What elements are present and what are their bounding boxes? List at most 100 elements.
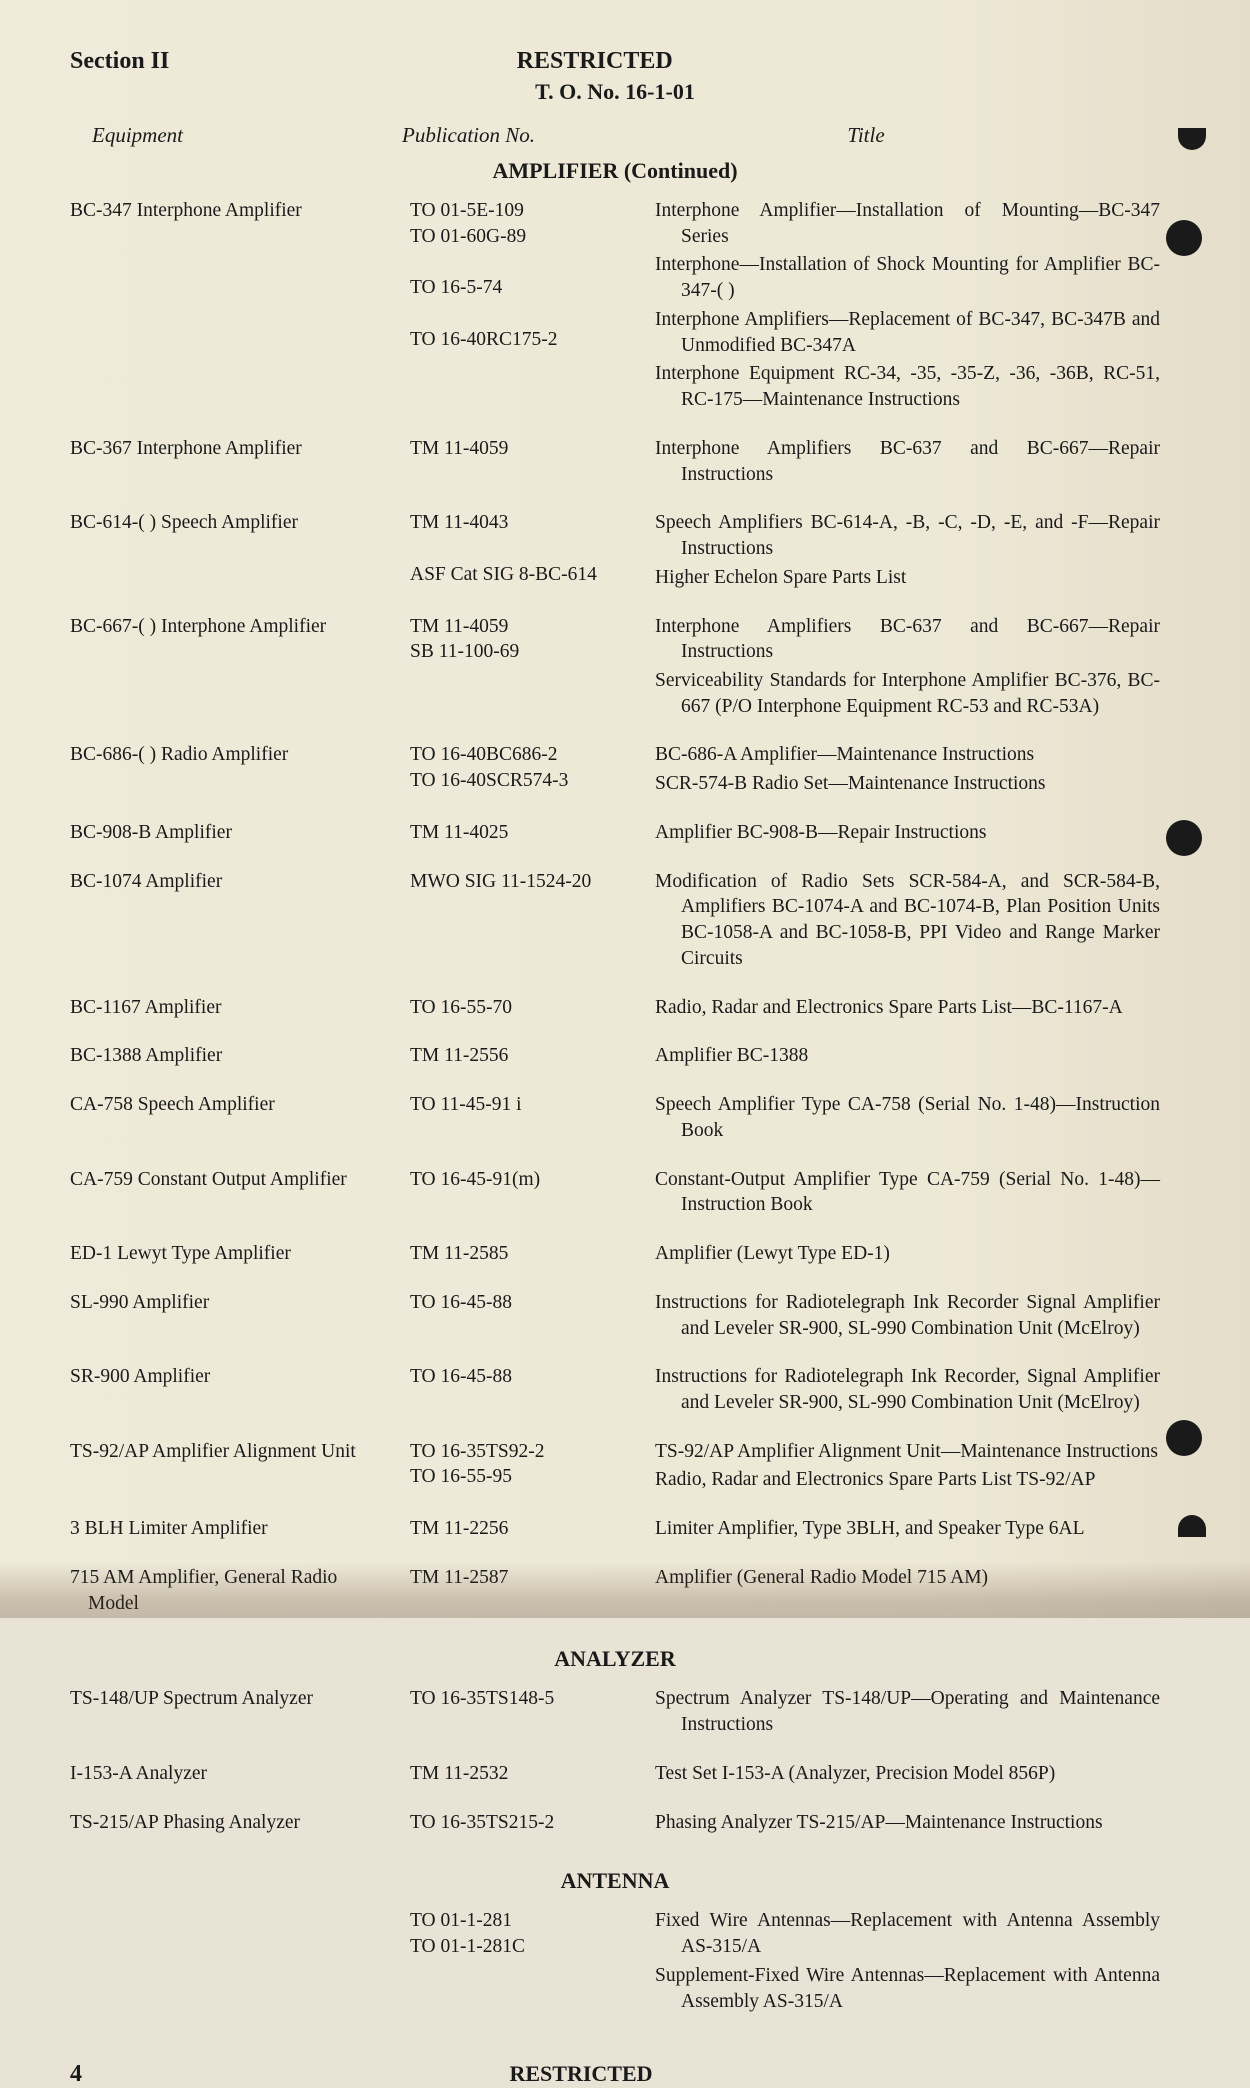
restricted-footer: RESTRICTED — [42, 2061, 1120, 2087]
title-text: Interphone Amplifier—Installation of Mou… — [655, 198, 1160, 249]
publication-cell: TO 16-40BC686-2TO 16-40SCR574-3 — [410, 742, 655, 799]
title-text: Interphone Amplifiers BC-637 and BC-667—… — [655, 614, 1160, 665]
title-text: Amplifier BC-908-B—Repair Instructions — [655, 820, 1160, 846]
page-edge-shadow — [0, 1562, 1250, 1618]
equipment-cell: TS-92/AP Amplifier Alignment Unit — [70, 1439, 410, 1496]
title-text: Spectrum Analyzer TS-148/UP—Operating an… — [655, 1686, 1160, 1737]
publication-cell: TO 01-5E-109TO 01-60G-89 TO 16-5-74 TO 1… — [410, 198, 655, 416]
publication-number: SB 11-100-69 — [410, 639, 645, 665]
binder-hole — [1178, 1515, 1206, 1537]
publication-cell: TO 16-35TS215-2 — [410, 1810, 655, 1839]
equipment-cell: I-153-A Analyzer — [70, 1761, 410, 1790]
col-head-title: Title — [632, 123, 1160, 148]
title-cell: Instructions for Radiotelegraph Ink Reco… — [655, 1364, 1160, 1418]
table-row: BC-667-( ) Interphone AmplifierTM 11-405… — [70, 614, 1160, 723]
table-row: BC-347 Interphone AmplifierTO 01-5E-109T… — [70, 198, 1160, 416]
publication-cell: TO 16-35TS148-5 — [410, 1686, 655, 1740]
title-cell: Radio, Radar and Electronics Spare Parts… — [655, 995, 1160, 1024]
title-text: Interphone—Installation of Shock Mountin… — [655, 252, 1160, 303]
section-label: Section II — [70, 48, 169, 75]
equipment-cell: BC-614-( ) Speech Amplifier — [70, 510, 410, 593]
title-text: Instructions for Radiotelegraph Ink Reco… — [655, 1290, 1160, 1341]
publication-number: TO 01-5E-109 — [410, 198, 645, 224]
title-text: Interphone Amplifiers BC-637 and BC-667—… — [655, 436, 1160, 487]
binder-hole — [1166, 820, 1202, 856]
publication-number: TO 16-45-88 — [410, 1364, 645, 1390]
publication-cell: MWO SIG 11-1524-20 — [410, 869, 655, 975]
title-cell: Amplifier (Lewyt Type ED-1) — [655, 1241, 1160, 1270]
table-row: BC-1074 AmplifierMWO SIG 11-1524-20 Modi… — [70, 869, 1160, 975]
title-text: Interphone Amplifiers—Replacement of BC-… — [655, 307, 1160, 358]
col-head-equipment: Equipment — [70, 123, 402, 148]
title-text: SCR-574-B Radio Set—Maintenance Instruct… — [655, 771, 1160, 797]
publication-cell: TM 11-4059SB 11-100-69 — [410, 614, 655, 723]
title-text: Modification of Radio Sets SCR-584-A, an… — [655, 869, 1160, 972]
restricted-label: RESTRICTED — [169, 48, 1020, 75]
table-row: BC-1167 AmplifierTO 16-55-70Radio, Radar… — [70, 995, 1160, 1024]
title-text: Test Set I-153-A (Analyzer, Precision Mo… — [655, 1761, 1160, 1787]
title-text: TS-92/AP Amplifier Alignment Unit—Mainte… — [655, 1439, 1160, 1465]
equipment-cell: ED-1 Lewyt Type Amplifier — [70, 1241, 410, 1270]
table-row: CA-759 Constant Output AmplifierTO 16-45… — [70, 1167, 1160, 1221]
page-footer: 4 RESTRICTED — [70, 2061, 1160, 2088]
table-row: 3 BLH Limiter AmplifierTM 11-2256 Limiter… — [70, 1516, 1160, 1545]
publication-cell: TM 11-2585 — [410, 1241, 655, 1270]
publication-number: TO 01-1-281 — [410, 1908, 645, 1934]
title-cell: Speech Amplifier Type CA-758 (Serial No.… — [655, 1092, 1160, 1146]
publication-cell: TO 16-35TS92-2TO 16-55-95 — [410, 1439, 655, 1496]
equipment-cell: BC-347 Interphone Amplifier — [70, 198, 410, 416]
equipment-cell: TS-215/AP Phasing Analyzer — [70, 1810, 410, 1839]
table-row: TS-148/UP Spectrum AnalyzerTO 16-35TS148… — [70, 1686, 1160, 1740]
publication-cell: TM 11-2556 — [410, 1043, 655, 1072]
equipment-cell: BC-686-( ) Radio Amplifier — [70, 742, 410, 799]
equipment-cell — [70, 1908, 410, 2017]
equipment-cell: BC-367 Interphone Amplifier — [70, 436, 410, 490]
equipment-cell: TS-148/UP Spectrum Analyzer — [70, 1686, 410, 1740]
publication-cell: TM 11-4059 — [410, 436, 655, 490]
table-row: SR-900 AmplifierTO 16-45-88 Instructions… — [70, 1364, 1160, 1418]
title-text: Radio, Radar and Electronics Spare Parts… — [655, 995, 1160, 1021]
page-header: Section II RESTRICTED — [70, 48, 1160, 75]
publication-cell: TO 16-55-70 — [410, 995, 655, 1024]
publication-number: TM 11-2256 — [410, 1516, 645, 1542]
publication-number: TM 11-4025 — [410, 820, 645, 846]
title-cell: Amplifier BC-1388 — [655, 1043, 1160, 1072]
publication-cell: TO 11-45-91 i — [410, 1092, 655, 1146]
table-row: BC-367 Interphone AmplifierTM 11-4059Int… — [70, 436, 1160, 490]
title-text: Amplifier (Lewyt Type ED-1) — [655, 1241, 1160, 1267]
publication-cell: TO 16-45-91(m) — [410, 1167, 655, 1221]
title-text: Instructions for Radiotelegraph Ink Reco… — [655, 1364, 1160, 1415]
publication-cell: TM 11-4025 — [410, 820, 655, 849]
publication-cell: TM 11-2256 — [410, 1516, 655, 1545]
publication-number: TM 11-2556 — [410, 1043, 645, 1069]
publication-cell: TO 16-45-88 — [410, 1290, 655, 1344]
title-cell: Limiter Amplifier, Type 3BLH, and Speake… — [655, 1516, 1160, 1545]
publication-number: TO 16-45-91(m) — [410, 1167, 645, 1193]
equipment-cell: SR-900 Amplifier — [70, 1364, 410, 1418]
equipment-cell: 3 BLH Limiter Amplifier — [70, 1516, 410, 1545]
title-text: Limiter Amplifier, Type 3BLH, and Speake… — [655, 1516, 1160, 1542]
title-text: Amplifier BC-1388 — [655, 1043, 1160, 1069]
title-cell: Phasing Analyzer TS-215/AP—Maintenance I… — [655, 1810, 1160, 1839]
binder-hole — [1166, 1420, 1202, 1456]
publication-number: TO 16-40SCR574-3 — [410, 768, 645, 794]
title-cell: Speech Amplifiers BC-614-A, -B, -C, -D, … — [655, 510, 1160, 593]
publication-number: TO 16-5-74 — [410, 275, 645, 301]
title-cell: Constant-Output Amplifier Type CA-759 (S… — [655, 1167, 1160, 1221]
title-cell: Fixed Wire Antennas—Replacement with Ant… — [655, 1908, 1160, 2017]
table-row: BC-686-( ) Radio AmplifierTO 16-40BC686-… — [70, 742, 1160, 799]
title-cell: Test Set I-153-A (Analyzer, Precision Mo… — [655, 1761, 1160, 1790]
document-page: Section II RESTRICTED T. O. No. 16-1-01 … — [0, 0, 1250, 1618]
table-row: CA-758 Speech AmplifierTO 11-45-91 i Spe… — [70, 1092, 1160, 1146]
publication-cell: TO 01-1-281TO 01-1-281C — [410, 1908, 655, 2017]
publication-number: TO 11-45-91 i — [410, 1092, 645, 1118]
equipment-cell: BC-1074 Amplifier — [70, 869, 410, 975]
title-cell: Interphone Amplifiers BC-637 and BC-667—… — [655, 436, 1160, 490]
table-row: ED-1 Lewyt Type AmplifierTM 11-2585Ampli… — [70, 1241, 1160, 1270]
table-row: BC-1388 AmplifierTM 11-2556Amplifier BC-… — [70, 1043, 1160, 1072]
to-number: T. O. No. 16-1-01 — [70, 79, 1160, 105]
title-cell: Modification of Radio Sets SCR-584-A, an… — [655, 869, 1160, 975]
publication-number: TO 16-35TS148-5 — [410, 1686, 645, 1712]
title-cell: Spectrum Analyzer TS-148/UP—Operating an… — [655, 1686, 1160, 1740]
section-heading: AMPLIFIER (Continued) — [70, 158, 1160, 184]
